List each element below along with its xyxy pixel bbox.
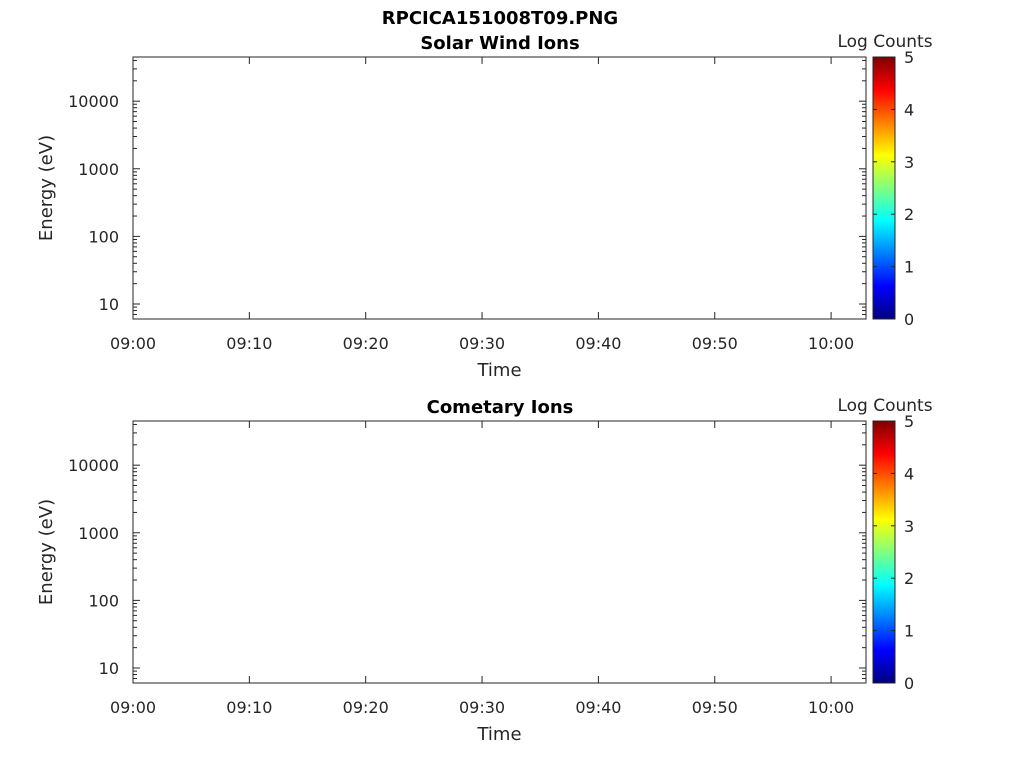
colorbar-label: Log Counts: [837, 32, 932, 52]
panel-title: Solar Wind Ions: [420, 33, 579, 54]
solar-wind-ions-panel: Solar Wind Ions 09:00 09:10 09:20 09:30 09:4…: [36, 32, 933, 381]
y-tick-label: 10000: [68, 92, 119, 111]
plot-area-frame: [132, 56, 867, 320]
x-tick-label: 09:40: [575, 334, 621, 353]
figure-title: RPCICA151008T09.PNG: [382, 8, 618, 29]
y-tick-label: 10: [99, 295, 119, 314]
y-tick-label: 100: [88, 227, 119, 246]
colorbar-tick-label: 4: [904, 100, 914, 119]
colorbar-tick-label: 5: [904, 48, 914, 67]
colorbar-gradient: [872, 56, 896, 320]
axis-ticks: 09:00 09:10 09:20 09:30 09:40 09:50 10:00 10 100…: [68, 57, 866, 353]
x-tick-label: 09:50: [692, 334, 738, 353]
colorbar-tick-label: 1: [904, 258, 914, 277]
colorbar-tick-label: 0: [904, 310, 914, 329]
colorbar: 0 1 2 3 4 5: [872, 48, 914, 329]
x-tick-label: 09:10: [226, 334, 272, 353]
colorbar-tick-label: 2: [904, 205, 914, 224]
x-tick-label: 09:00: [110, 334, 156, 353]
y-axis-label: Energy (eV): [36, 135, 57, 241]
colorbar-tick-label: 3: [904, 153, 914, 172]
y-tick-label: 1000: [78, 160, 119, 179]
x-tick-label: 10:00: [808, 334, 854, 353]
panel-title: Cometary Ions: [427, 397, 574, 418]
x-tick-label: 09:20: [343, 334, 389, 353]
cometary-ions-panel: Cometary Ions 09:00 09:10 09:20 09:30 09:40 0…: [36, 396, 933, 745]
x-axis-label: Time: [476, 360, 521, 381]
x-tick-label: 09:30: [459, 334, 505, 353]
